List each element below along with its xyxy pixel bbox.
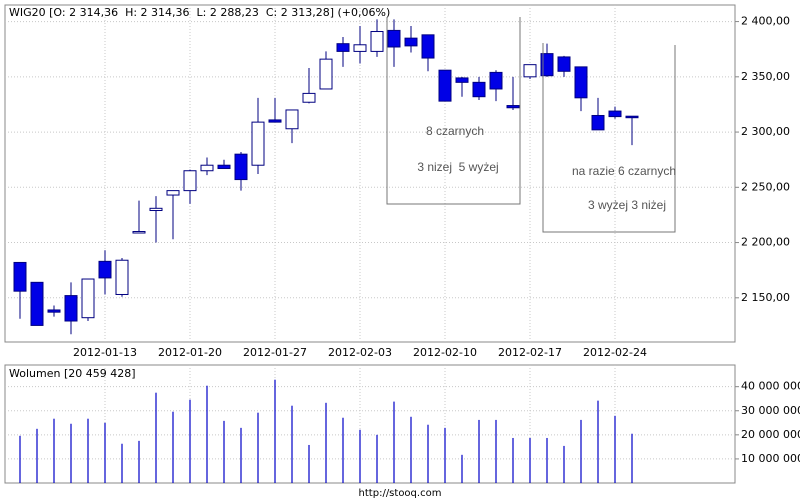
candle-body bbox=[132, 231, 146, 234]
candle-body bbox=[268, 119, 282, 123]
candle-body bbox=[625, 115, 639, 119]
x-tick-label: 2012-02-03 bbox=[328, 346, 392, 359]
y-tick-label: 2 250,00 bbox=[741, 180, 790, 193]
candle-body bbox=[183, 170, 197, 192]
x-tick-label: 2012-02-10 bbox=[413, 346, 477, 359]
y-tick-label: 20 000 000 bbox=[741, 428, 800, 441]
candle-body bbox=[506, 105, 520, 109]
candle-body bbox=[540, 53, 554, 77]
y-tick-label: 10 000 000 bbox=[741, 452, 800, 465]
annotation: 3 nizej 5 wyżej bbox=[417, 160, 498, 174]
candle-body bbox=[387, 29, 401, 48]
x-tick-label: 2012-01-27 bbox=[243, 346, 307, 359]
candle-body bbox=[98, 260, 112, 279]
candle-body bbox=[608, 110, 622, 118]
candle-body bbox=[30, 281, 44, 326]
candle-body bbox=[370, 31, 384, 52]
bracket bbox=[386, 17, 521, 205]
candle-body bbox=[285, 109, 299, 130]
candle-body bbox=[574, 66, 588, 99]
candle-body bbox=[455, 77, 469, 83]
y-tick-label: 2 350,00 bbox=[741, 70, 790, 83]
price-header: WIG20 [O: 2 314,36 H: 2 314,36 L: 2 288,… bbox=[9, 6, 390, 19]
volume-header: Wolumen [20 459 428] bbox=[9, 367, 136, 380]
candle-body bbox=[115, 259, 129, 295]
y-tick-label: 40 000 000 bbox=[741, 380, 800, 393]
candle-body bbox=[353, 44, 367, 52]
annotation: 3 wyżej 3 niżej bbox=[588, 198, 666, 212]
y-tick-label: 30 000 000 bbox=[741, 404, 800, 417]
candle-body bbox=[557, 56, 571, 72]
y-tick-label: 2 150,00 bbox=[741, 291, 790, 304]
candle-body bbox=[472, 81, 486, 98]
candle-body bbox=[251, 121, 265, 166]
y-tick-label: 2 400,00 bbox=[741, 15, 790, 28]
candle-body bbox=[47, 309, 61, 313]
x-tick-label: 2012-01-20 bbox=[158, 346, 222, 359]
footer: http://stooq.com bbox=[359, 488, 442, 499]
volume-panel bbox=[4, 364, 736, 484]
candle-body bbox=[302, 92, 316, 103]
candle-body bbox=[13, 261, 27, 292]
y-tick-label: 2 200,00 bbox=[741, 236, 790, 249]
candle-body bbox=[149, 207, 163, 212]
plot: 2 150,00 2 200,00 2 250,00 2 300,00 2 350,00… bbox=[5, 5, 800, 483]
annotation: na razie 6 czarnych bbox=[572, 164, 676, 178]
candle-body bbox=[81, 278, 95, 319]
candle-body bbox=[523, 64, 537, 78]
candle-body bbox=[404, 37, 418, 47]
x-tick-label: 2012-01-13 bbox=[73, 346, 137, 359]
candle-body bbox=[319, 58, 333, 90]
bracket bbox=[542, 43, 676, 233]
annotation: 8 czarnych bbox=[426, 124, 484, 138]
candle-body bbox=[421, 34, 435, 59]
y-tick-label: 2 300,00 bbox=[741, 125, 790, 138]
candle-body bbox=[200, 164, 214, 172]
candle-body bbox=[591, 114, 605, 131]
candle-body bbox=[217, 164, 231, 170]
candle-body bbox=[234, 153, 248, 181]
candle-body bbox=[166, 190, 180, 196]
candle-body bbox=[489, 71, 503, 90]
candle-body bbox=[438, 69, 452, 102]
candle-body bbox=[64, 295, 78, 322]
x-tick-label: 2012-02-17 bbox=[498, 346, 562, 359]
x-tick-label: 2012-02-24 bbox=[583, 346, 647, 359]
candle-body bbox=[336, 43, 350, 52]
